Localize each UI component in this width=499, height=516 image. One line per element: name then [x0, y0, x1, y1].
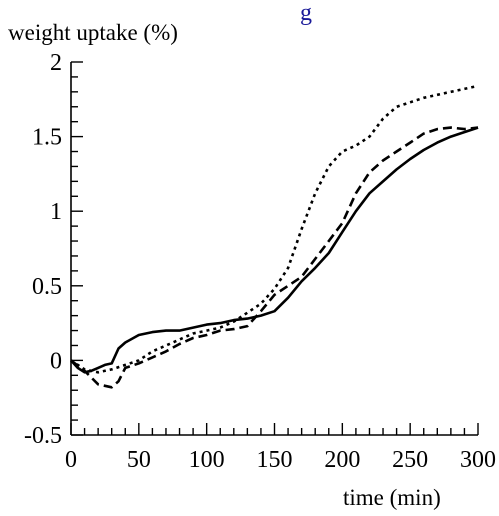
series-line-dotted: [70, 84, 479, 374]
x-tick-label: 250: [392, 447, 428, 473]
y-tick-label: 1.5: [32, 125, 62, 151]
series-line-solid: [70, 126, 479, 374]
y-tick-label: 2: [50, 50, 62, 76]
x-tick-label: 100: [189, 447, 225, 473]
y-tick-label: 0: [50, 348, 62, 374]
y-tick-label: 1: [50, 199, 62, 225]
y-tick-label: 0.5: [32, 274, 62, 300]
series-line-dashed: [70, 126, 479, 389]
series-layer: [70, 84, 479, 389]
x-tick-label: 150: [257, 447, 293, 473]
x-tick-label: 50: [127, 447, 151, 473]
x-tick-label: 300: [460, 447, 496, 473]
chart-title: g: [300, 0, 312, 26]
y-axis-label: weight uptake (%): [8, 20, 178, 45]
x-tick-label: 0: [65, 447, 77, 473]
x-axis-label: time (min): [343, 485, 441, 510]
axes: 21.510.50-0.50 50 100 150 200 250 300: [24, 50, 496, 473]
x-tick-label: 200: [324, 447, 360, 473]
y-tick-label: -0.5: [24, 423, 62, 449]
